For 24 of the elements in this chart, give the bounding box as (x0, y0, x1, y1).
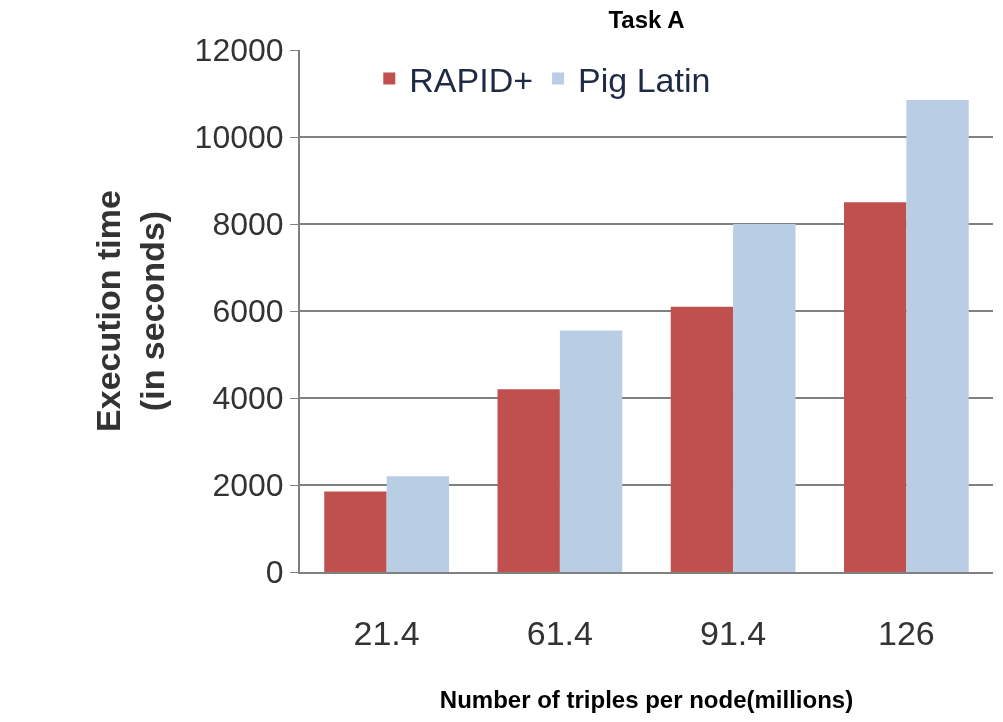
y-tick-label: 6000 (212, 293, 284, 330)
bar (906, 100, 969, 572)
x-tick-label: 126 (878, 613, 935, 652)
y-tick-label: 4000 (212, 380, 284, 417)
x-tick-label: 21.4 (353, 613, 420, 652)
bar (324, 491, 387, 572)
y-axis-title: Execution time (in seconds) (88, 190, 171, 432)
y-tick-label: 2000 (212, 467, 284, 504)
legend-label: Pig Latin (578, 60, 711, 99)
chart-title: Task A (608, 5, 685, 33)
y-tick-label: 10000 (194, 119, 284, 156)
bar (497, 389, 560, 572)
x-tick-label: 91.4 (700, 613, 767, 652)
bar (670, 306, 734, 572)
bar (733, 224, 796, 572)
y-tick-label: 0 (265, 554, 284, 591)
bar (386, 476, 449, 572)
x-tick-label: 61.4 (526, 613, 593, 652)
bar (844, 202, 907, 572)
y-tick-label: 8000 (212, 206, 284, 243)
x-axis-title: Number of triples per node(millions) (439, 685, 854, 713)
legend-label: RAPID+ (409, 60, 534, 99)
bar (559, 330, 623, 572)
y-tick-label: 12000 (194, 32, 284, 69)
